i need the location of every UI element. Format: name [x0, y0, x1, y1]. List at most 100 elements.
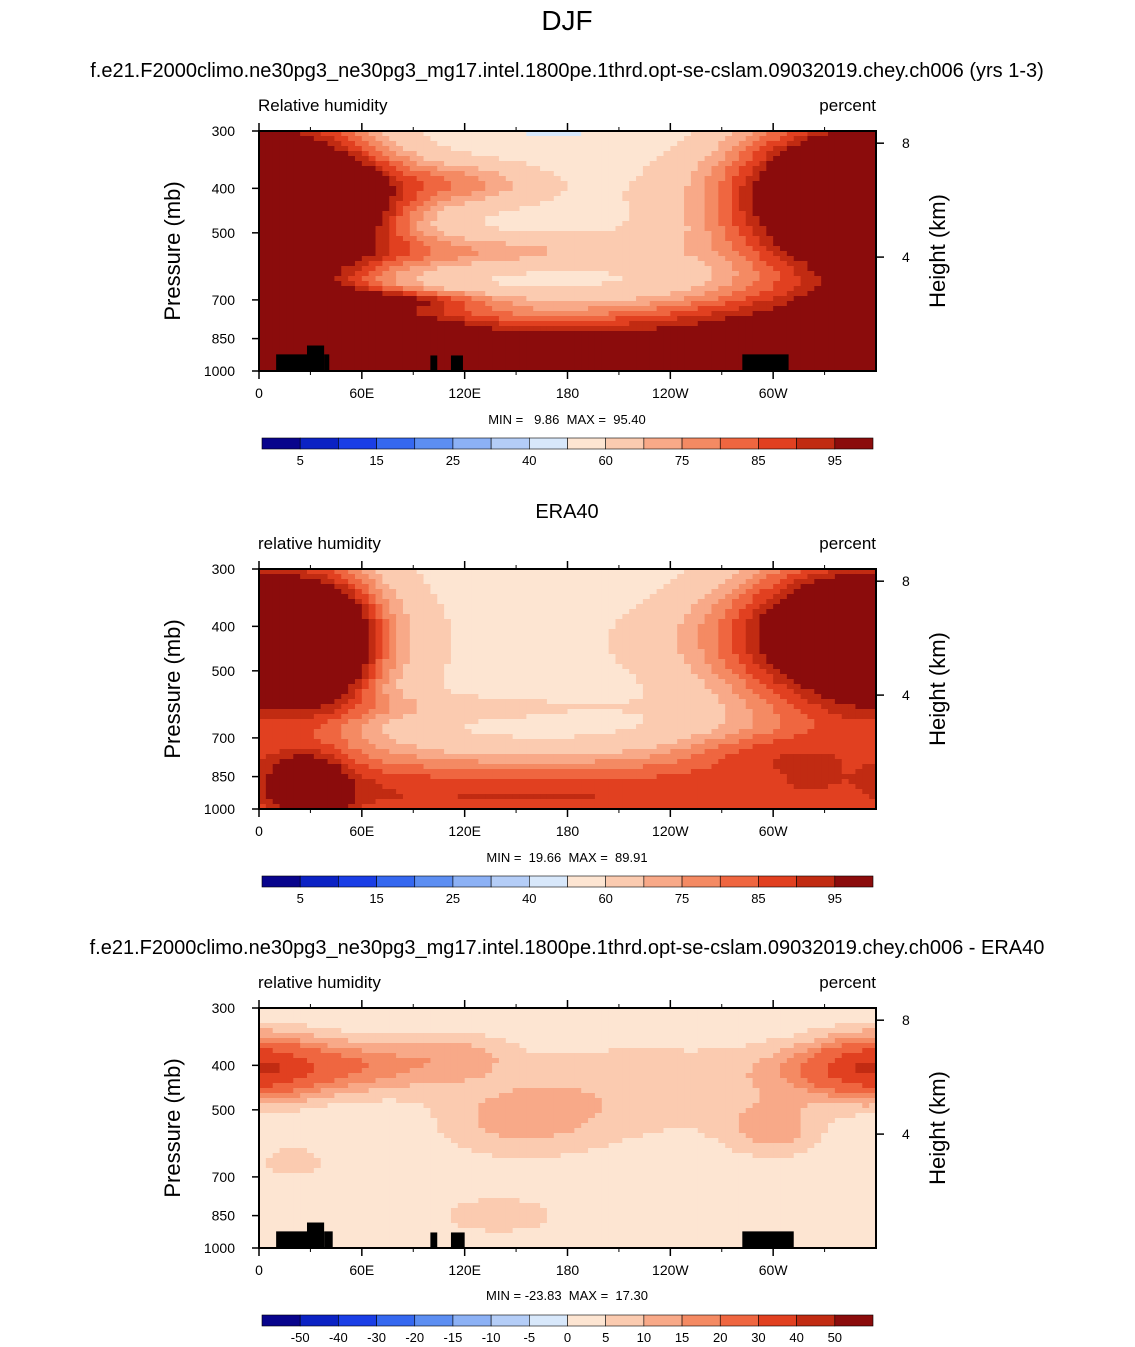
- heatmap-cell: [396, 241, 404, 247]
- heatmap-cell: [780, 326, 788, 332]
- heatmap-cell: [855, 584, 863, 590]
- heatmap-cell: [437, 176, 445, 182]
- heatmap-cell: [526, 251, 534, 257]
- heatmap-cell: [752, 131, 761, 137]
- heatmap-cell: [450, 599, 459, 605]
- heatmap-cell: [382, 291, 390, 297]
- heatmap-cell: [341, 216, 349, 222]
- heatmap-cell: [732, 356, 740, 362]
- heatmap-cell: [848, 181, 857, 187]
- heatmap-cell: [869, 281, 877, 287]
- heatmap-cell: [492, 166, 500, 172]
- heatmap-cell: [382, 276, 390, 282]
- heatmap-cell: [814, 216, 822, 222]
- heatmap-cell: [629, 226, 637, 232]
- heatmap-cell: [697, 271, 706, 277]
- heatmap-cell: [745, 306, 754, 312]
- heatmap-cell: [512, 136, 521, 142]
- heatmap-cell: [622, 296, 630, 302]
- heatmap-cell: [279, 584, 288, 590]
- heatmap-cell: [334, 211, 342, 217]
- heatmap-cell: [807, 306, 815, 312]
- heatmap-cell: [759, 231, 767, 237]
- heatmap-cell: [313, 311, 322, 317]
- heatmap-cell: [368, 326, 377, 332]
- heatmap-cell: [636, 326, 644, 332]
- heatmap-cell: [464, 326, 473, 332]
- heatmap-cell: [574, 221, 582, 227]
- heatmap-cell: [546, 181, 555, 187]
- heatmap-cell: [334, 256, 342, 262]
- heatmap-cell: [766, 186, 774, 192]
- heatmap-cell: [745, 569, 754, 575]
- heatmap-cell: [286, 151, 294, 157]
- heatmap-cell: [533, 251, 541, 257]
- heatmap-cell: [759, 301, 767, 307]
- heatmap-cell: [546, 296, 555, 302]
- heatmap-cell: [368, 301, 377, 307]
- heatmap-cell: [855, 316, 863, 322]
- heatmap-cell: [684, 574, 692, 580]
- heatmap-cell: [629, 246, 637, 252]
- heatmap-cell: [574, 256, 582, 262]
- heatmap-cell: [485, 306, 493, 312]
- heatmap-cell: [457, 151, 466, 157]
- heatmap-cell: [450, 346, 459, 352]
- heatmap-cell: [450, 241, 459, 247]
- heatmap-cell: [306, 276, 315, 282]
- heatmap-cell: [821, 286, 829, 292]
- heatmap-cell: [375, 301, 383, 307]
- heatmap-cell: [725, 136, 733, 142]
- heatmap-cell: [306, 216, 315, 222]
- heatmap-cell: [450, 286, 459, 292]
- heatmap-cell: [684, 336, 692, 342]
- heatmap-cell: [389, 306, 397, 312]
- heatmap-cell: [389, 366, 397, 372]
- heatmap-cell: [704, 241, 713, 247]
- heatmap-cell: [670, 316, 678, 322]
- heatmap-cell: [821, 186, 829, 192]
- heatmap-cell: [348, 351, 356, 357]
- colorbar-swatch: [758, 437, 797, 450]
- heatmap-cell: [546, 331, 555, 337]
- heatmap-cell: [684, 286, 692, 292]
- heatmap-cell: [560, 266, 569, 272]
- heatmap-cell: [409, 171, 418, 177]
- heatmap-cell: [409, 311, 418, 317]
- heatmap-cell: [581, 301, 589, 307]
- heatmap-cell: [732, 346, 740, 352]
- heatmap-cell: [409, 366, 418, 372]
- colorbar-swatch: [490, 437, 530, 450]
- heatmap-cell: [718, 131, 726, 137]
- heatmap-cell: [677, 186, 685, 192]
- heatmap-cell: [608, 151, 617, 157]
- heatmap-cell: [382, 336, 390, 342]
- heatmap-cell: [732, 331, 740, 337]
- heatmap-cell: [574, 136, 582, 142]
- heatmap-cell: [259, 191, 267, 197]
- heatmap-cell: [711, 326, 719, 332]
- heatmap-cell: [814, 201, 822, 207]
- heatmap-cell: [642, 579, 651, 585]
- heatmap-cell: [821, 569, 829, 575]
- heatmap-cell: [800, 261, 809, 267]
- heatmap-cell: [526, 196, 534, 202]
- heatmap-cell: [615, 186, 623, 192]
- heatmap-cell: [807, 356, 815, 362]
- heatmap-cell: [649, 301, 658, 307]
- heatmap-cell: [732, 569, 740, 575]
- heatmap-cell: [594, 206, 603, 212]
- heatmap-cell: [670, 206, 678, 212]
- heatmap-cell: [581, 341, 589, 347]
- heatmap-cell: [690, 246, 699, 252]
- heatmap-cell: [293, 131, 301, 137]
- heatmap-cell: [677, 306, 685, 312]
- heatmap-cell: [505, 574, 514, 580]
- heatmap-cell: [464, 574, 473, 580]
- heatmap-cell: [629, 361, 637, 367]
- heatmap-cell: [869, 166, 877, 172]
- heatmap-cell: [464, 271, 473, 277]
- heatmap-cell: [512, 599, 521, 605]
- heatmap-cell: [327, 306, 336, 312]
- heatmap-cell: [608, 166, 617, 172]
